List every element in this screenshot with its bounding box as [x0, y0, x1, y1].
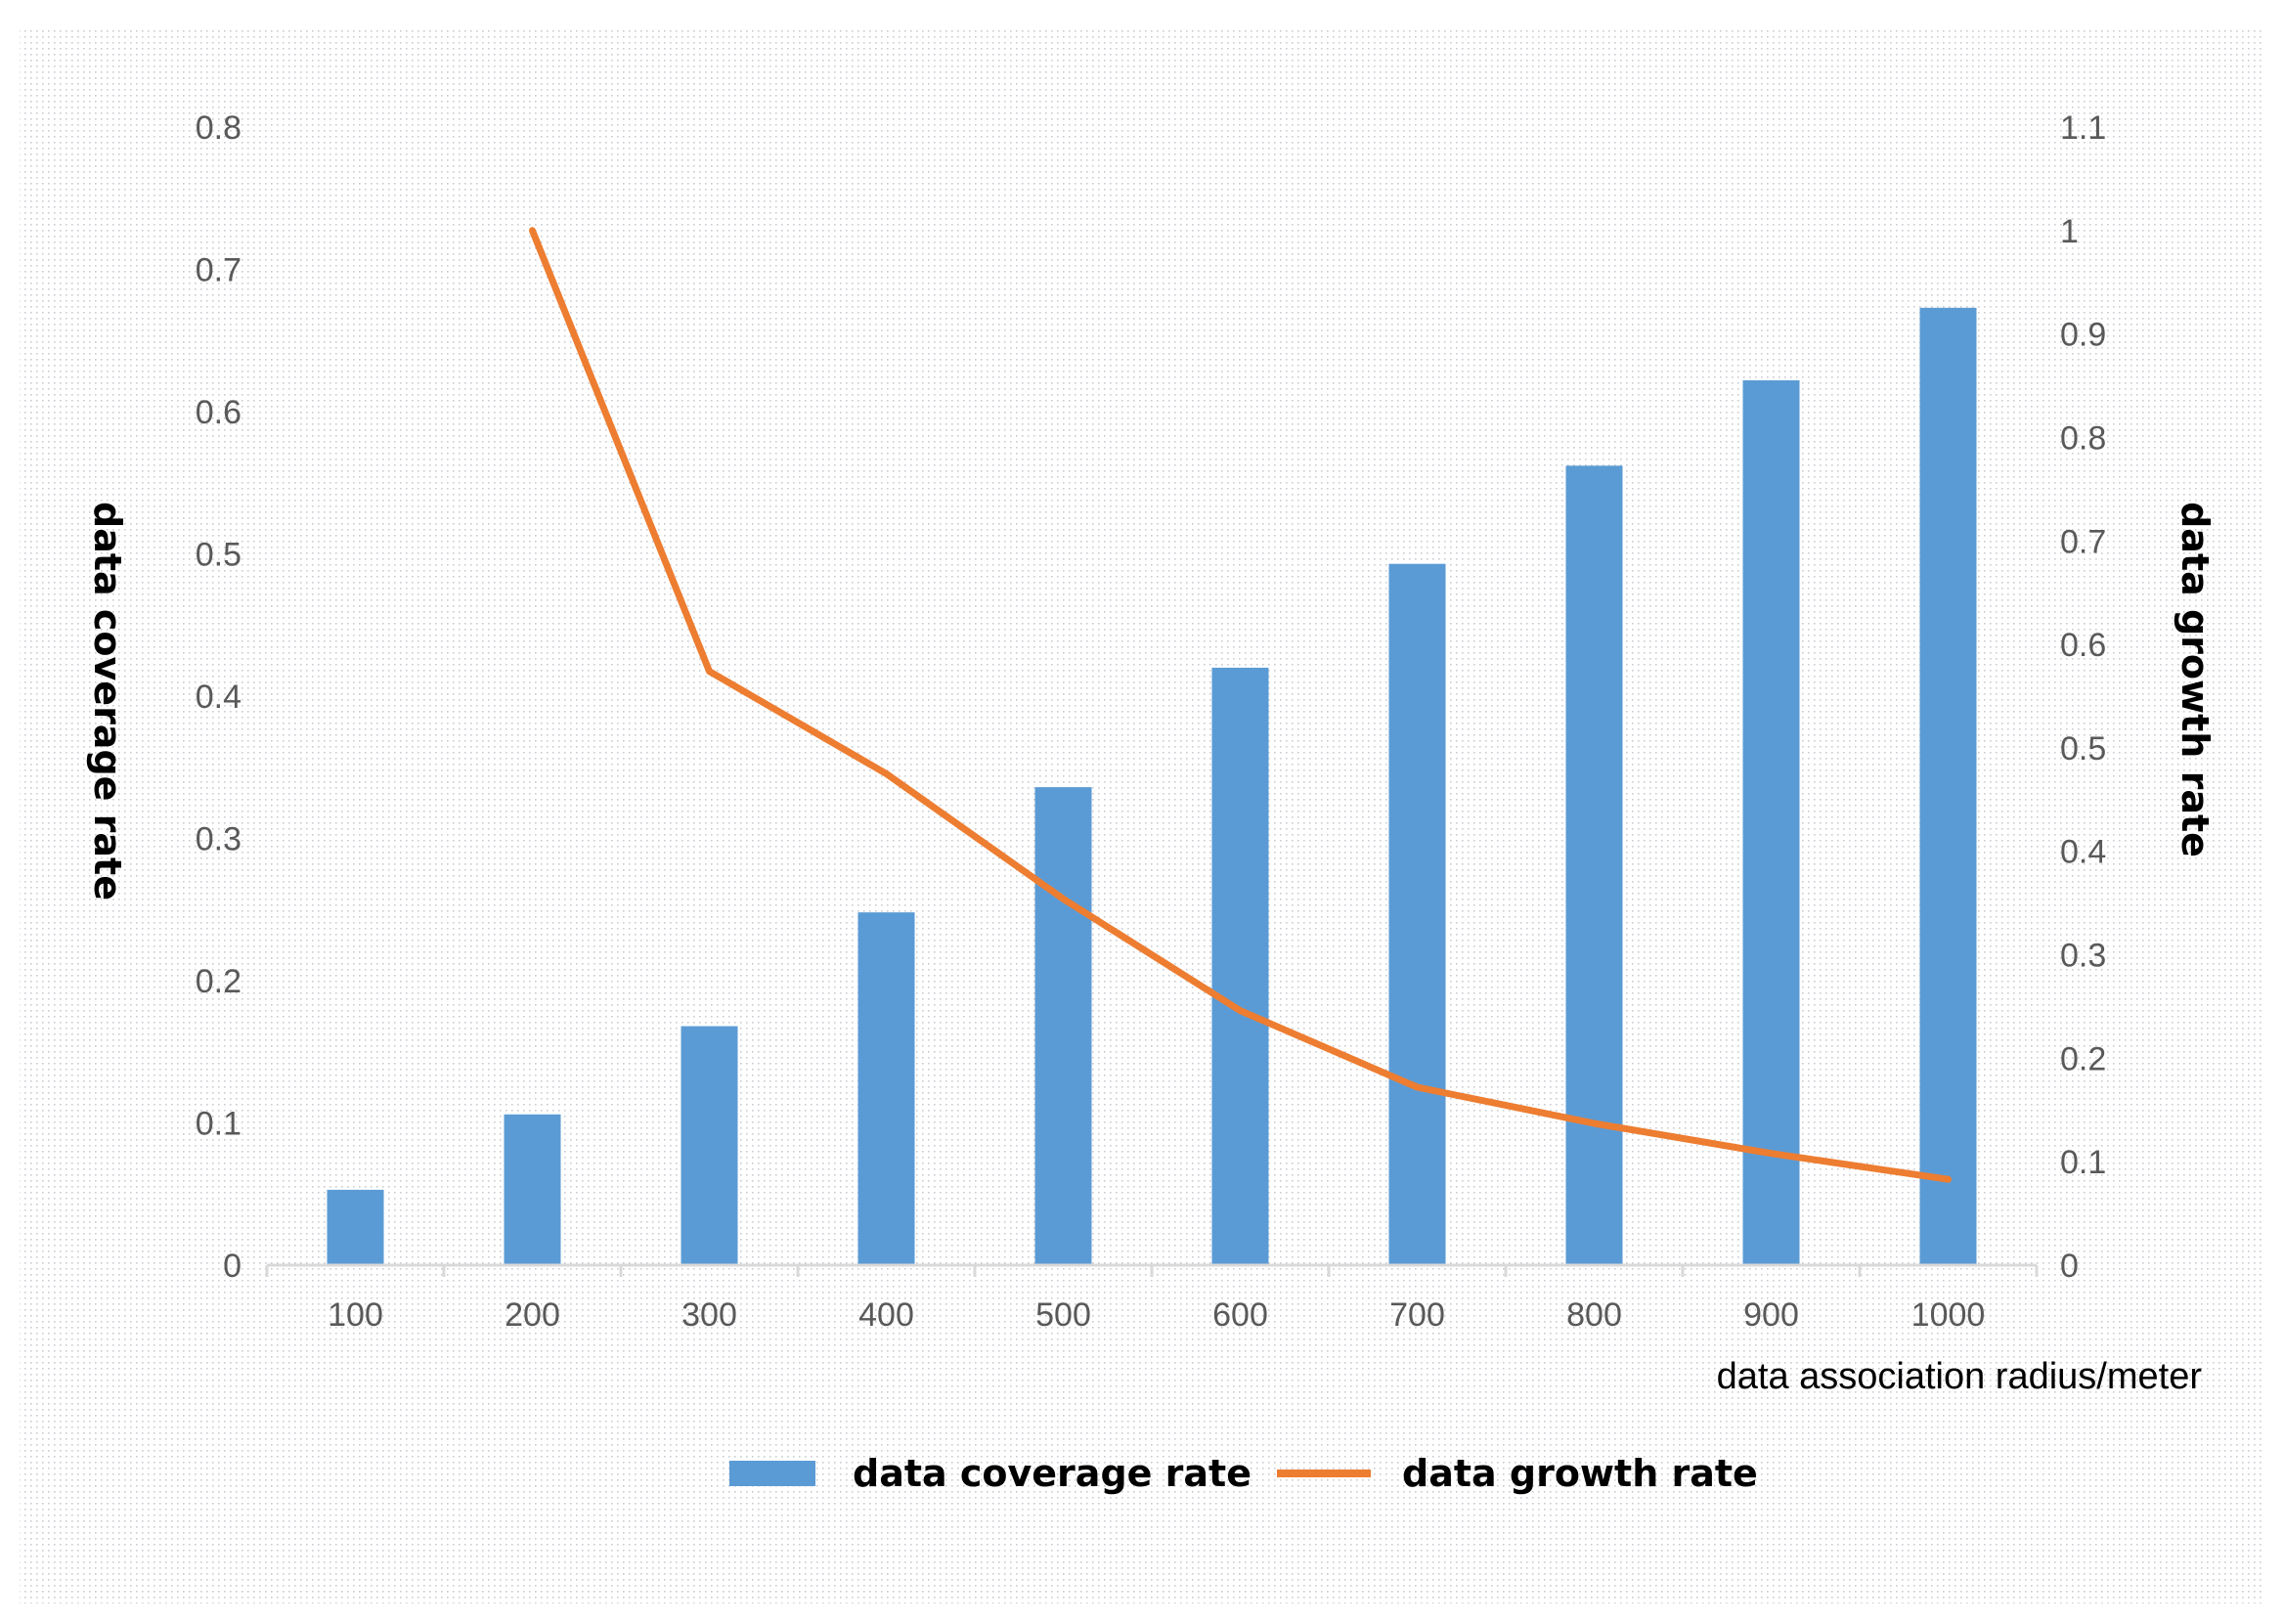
x-tick-label: 400: [858, 1296, 914, 1334]
left-tick-label: 0: [223, 1248, 242, 1285]
left-tick-label: 0.7: [196, 252, 242, 289]
bar-coverage-800: [1566, 465, 1623, 1265]
bar-coverage-500: [1035, 787, 1092, 1265]
x-tick-label: 700: [1389, 1296, 1445, 1334]
left-tick-label: 0.8: [196, 110, 242, 147]
left-tick-label: 0.5: [196, 537, 242, 574]
bar-coverage-200: [505, 1115, 561, 1265]
legend-label-coverage: data coverage rate: [853, 1452, 1252, 1495]
bar-coverage-600: [1212, 668, 1269, 1265]
right-tick-label: 1.1: [2060, 110, 2106, 147]
bar-coverage-1000: [1920, 308, 1977, 1265]
right-tick-label: 0: [2060, 1248, 2079, 1285]
left-tick-label: 0.6: [196, 394, 242, 431]
right-tick-label: 0.2: [2060, 1040, 2106, 1077]
x-tick-label: 500: [1035, 1296, 1091, 1334]
x-tick-label: 800: [1566, 1296, 1622, 1334]
x-tick-label: 1000: [1911, 1296, 1986, 1334]
x-tick-label: 100: [328, 1296, 383, 1334]
left-tick-label: 0.4: [196, 679, 242, 716]
legend-swatch-coverage: [729, 1461, 815, 1486]
left-axis-title: data coverage rate: [86, 502, 129, 900]
x-tick-label: 200: [505, 1296, 560, 1334]
left-tick-label: 0.1: [196, 1106, 242, 1143]
x-axis-title: data association radius/meter: [1717, 1356, 2203, 1397]
legend: data coverage rate data growth rate: [729, 1452, 1758, 1495]
right-tick-label: 1: [2060, 213, 2079, 250]
right-tick-label: 0.4: [2060, 834, 2106, 871]
x-tick-label: 300: [681, 1296, 737, 1334]
legend-label-growth: data growth rate: [1402, 1452, 1758, 1495]
bar-coverage-300: [681, 1027, 738, 1265]
bar-coverage-100: [328, 1190, 384, 1265]
x-tick-label: 600: [1212, 1296, 1268, 1334]
right-tick-label: 0.5: [2060, 730, 2106, 768]
x-tick-label: 900: [1743, 1296, 1799, 1334]
right-tick-label: 0.6: [2060, 627, 2106, 664]
right-tick-label: 0.8: [2060, 419, 2106, 457]
right-tick-label: 0.1: [2060, 1144, 2106, 1181]
bar-coverage-400: [858, 912, 915, 1265]
left-axis: 0 0.1 0.2 0.3 0.4 0.5 0.6 0.7 0.8: [196, 110, 242, 1285]
bar-coverage-900: [1743, 380, 1800, 1265]
right-axis-title: data growth rate: [2174, 502, 2217, 857]
bar-coverage-700: [1389, 564, 1446, 1265]
left-tick-label: 0.2: [196, 963, 242, 1000]
right-tick-label: 0.7: [2060, 523, 2106, 560]
right-tick-label: 0.9: [2060, 317, 2106, 354]
left-tick-label: 0.3: [196, 821, 242, 858]
right-tick-label: 0.3: [2060, 938, 2106, 975]
